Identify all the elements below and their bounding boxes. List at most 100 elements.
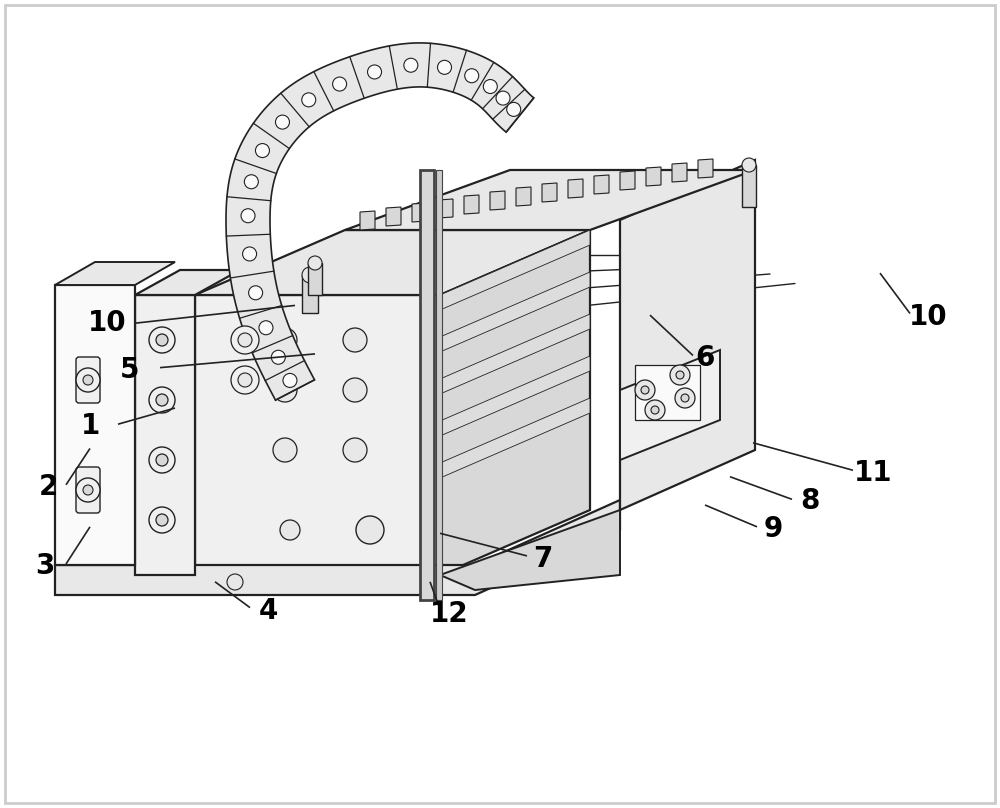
- Polygon shape: [55, 262, 175, 285]
- Text: 8: 8: [800, 487, 820, 515]
- Circle shape: [645, 400, 665, 420]
- Circle shape: [681, 394, 689, 402]
- Circle shape: [273, 438, 297, 462]
- Polygon shape: [440, 230, 590, 310]
- Circle shape: [83, 485, 93, 495]
- Circle shape: [149, 387, 175, 413]
- Circle shape: [507, 103, 521, 116]
- Polygon shape: [464, 195, 479, 214]
- Circle shape: [156, 514, 168, 526]
- Circle shape: [356, 516, 384, 544]
- FancyBboxPatch shape: [76, 357, 100, 403]
- Circle shape: [302, 93, 316, 107]
- Circle shape: [243, 247, 257, 261]
- Text: 10: 10: [909, 303, 947, 330]
- Polygon shape: [620, 350, 720, 460]
- Circle shape: [244, 175, 258, 189]
- Bar: [635, 365, 700, 420]
- Circle shape: [302, 267, 318, 283]
- Circle shape: [404, 58, 418, 72]
- Circle shape: [651, 406, 659, 414]
- Circle shape: [238, 373, 252, 387]
- Circle shape: [149, 507, 175, 533]
- Circle shape: [670, 365, 690, 385]
- Circle shape: [259, 321, 273, 335]
- Polygon shape: [438, 199, 453, 218]
- Circle shape: [465, 69, 479, 82]
- Text: 11: 11: [854, 459, 892, 486]
- Circle shape: [333, 77, 347, 91]
- Circle shape: [273, 378, 297, 402]
- Circle shape: [496, 91, 510, 105]
- Bar: [308, 263, 322, 295]
- Polygon shape: [440, 314, 590, 394]
- Text: 10: 10: [88, 309, 126, 337]
- Text: 5: 5: [120, 356, 140, 384]
- Text: 7: 7: [533, 545, 553, 573]
- Polygon shape: [672, 163, 687, 182]
- Circle shape: [271, 351, 285, 364]
- Circle shape: [156, 454, 168, 466]
- Circle shape: [308, 256, 322, 270]
- Circle shape: [280, 520, 300, 540]
- Polygon shape: [490, 191, 505, 210]
- Circle shape: [231, 366, 259, 394]
- Circle shape: [483, 79, 497, 94]
- Bar: [436, 170, 442, 600]
- Circle shape: [275, 115, 289, 129]
- Text: 6: 6: [695, 344, 715, 372]
- Polygon shape: [646, 167, 661, 186]
- Polygon shape: [412, 203, 427, 222]
- Circle shape: [343, 438, 367, 462]
- Polygon shape: [55, 440, 135, 565]
- Polygon shape: [195, 230, 590, 295]
- Polygon shape: [440, 510, 620, 590]
- Circle shape: [149, 327, 175, 353]
- Circle shape: [283, 373, 297, 387]
- Bar: [742, 165, 756, 207]
- Circle shape: [675, 388, 695, 408]
- FancyBboxPatch shape: [76, 467, 100, 513]
- Circle shape: [255, 144, 269, 158]
- Circle shape: [249, 286, 263, 300]
- Text: 4: 4: [258, 597, 278, 625]
- Text: 9: 9: [763, 516, 783, 543]
- Polygon shape: [195, 295, 440, 575]
- Polygon shape: [226, 43, 534, 400]
- Circle shape: [677, 372, 713, 408]
- Polygon shape: [620, 171, 635, 190]
- Circle shape: [641, 386, 649, 394]
- Polygon shape: [698, 159, 713, 178]
- Circle shape: [83, 375, 93, 385]
- Polygon shape: [135, 270, 240, 295]
- Circle shape: [273, 328, 297, 352]
- Polygon shape: [440, 356, 590, 436]
- Polygon shape: [516, 187, 531, 206]
- Circle shape: [76, 478, 100, 502]
- Text: 3: 3: [35, 552, 55, 579]
- Polygon shape: [440, 398, 590, 478]
- Circle shape: [156, 334, 168, 346]
- Polygon shape: [360, 211, 375, 230]
- Polygon shape: [386, 207, 401, 226]
- Polygon shape: [594, 175, 609, 194]
- Text: 2: 2: [38, 473, 58, 501]
- Text: 12: 12: [430, 600, 468, 628]
- Text: 1: 1: [80, 412, 100, 440]
- Bar: [420, 170, 434, 600]
- Circle shape: [438, 61, 452, 74]
- Circle shape: [742, 158, 756, 172]
- Circle shape: [241, 208, 255, 223]
- Polygon shape: [440, 230, 590, 575]
- Polygon shape: [568, 179, 583, 198]
- Polygon shape: [345, 170, 755, 230]
- Circle shape: [343, 328, 367, 352]
- Circle shape: [231, 326, 259, 354]
- Circle shape: [76, 368, 100, 392]
- Polygon shape: [620, 160, 755, 510]
- Circle shape: [156, 394, 168, 406]
- Circle shape: [149, 447, 175, 473]
- Circle shape: [227, 574, 243, 590]
- Polygon shape: [55, 500, 620, 595]
- Circle shape: [343, 378, 367, 402]
